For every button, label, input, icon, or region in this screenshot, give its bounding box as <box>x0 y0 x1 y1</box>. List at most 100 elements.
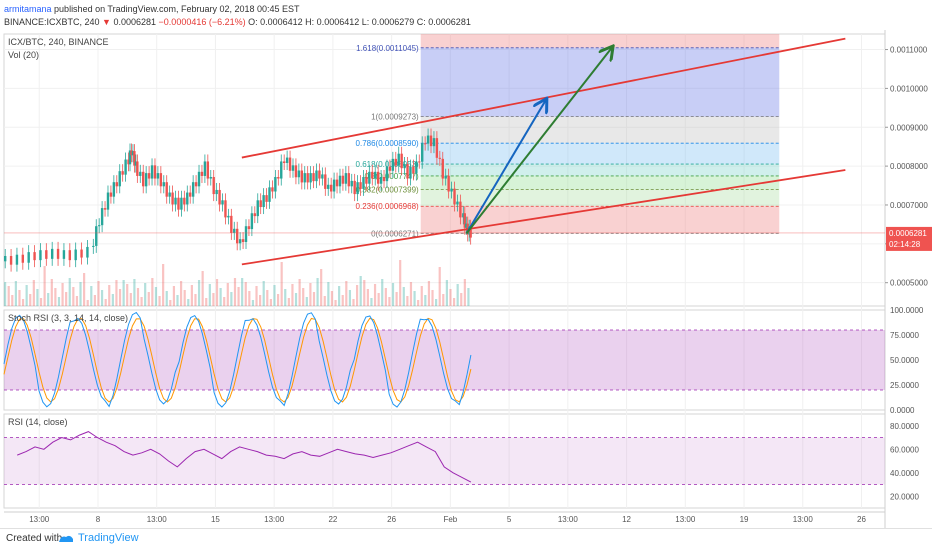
volume-bar <box>456 284 459 306</box>
candle-body <box>128 150 132 165</box>
candle-body <box>118 171 121 187</box>
volume-bar <box>406 296 409 306</box>
candle-body <box>426 135 430 144</box>
volume-bar <box>215 279 219 306</box>
volume-bar <box>32 280 35 306</box>
candle-body <box>356 182 359 195</box>
y-tick-label: 0.0009000 <box>890 123 928 132</box>
x-tick-label: 13:00 <box>675 515 696 524</box>
candle-body <box>291 165 295 171</box>
volume-bar <box>287 298 290 306</box>
change-value: −0.0000416 (−6.21%) <box>158 17 246 27</box>
volume-bar <box>413 291 416 306</box>
main-legend-volume: Vol (20) <box>8 50 39 60</box>
y-tick-label: 0.0005000 <box>890 279 928 288</box>
volume-bar <box>334 300 337 306</box>
volume-bar <box>452 298 456 306</box>
stoch-title: Stoch RSI (3, 3, 14, 14, close) <box>8 313 128 323</box>
candle-body <box>131 151 135 156</box>
rsi-line <box>17 431 472 483</box>
volume-bar <box>323 296 326 306</box>
candle-body <box>288 157 292 171</box>
candle-body <box>191 182 195 197</box>
candle-body <box>262 195 265 208</box>
x-tick-label: 22 <box>328 515 337 524</box>
candle-body <box>459 201 462 218</box>
volume-bar <box>442 294 445 306</box>
candle-body <box>238 239 242 244</box>
down-triangle-icon: ▼ <box>102 17 111 27</box>
volume-bar <box>50 279 53 306</box>
volume-bar <box>381 279 384 306</box>
y-tick-label: 0.0008000 <box>890 162 928 171</box>
candle-body <box>432 138 436 147</box>
author-link[interactable]: armitamana <box>4 4 52 14</box>
fib-level-label: 0.236(0.0006968) <box>356 202 420 211</box>
y-tick-label: 0.0007000 <box>890 201 928 210</box>
x-tick-label: 26 <box>857 515 866 524</box>
candle-body <box>350 180 353 187</box>
candle-body <box>27 252 30 263</box>
volume-bar <box>129 293 132 306</box>
volume-bar <box>104 299 107 306</box>
candle-body <box>233 228 236 233</box>
candle-body <box>203 161 207 176</box>
volume-bar <box>363 280 366 306</box>
volume-bar <box>108 285 111 306</box>
main-legend-symbol: ICX/BTC, 240, BINANCE <box>8 37 109 47</box>
volume-bar <box>366 289 369 306</box>
volume-bar <box>399 260 402 306</box>
volume-bar <box>316 278 319 306</box>
candle-body <box>121 171 124 175</box>
candle-body <box>347 173 350 187</box>
candle-body <box>379 176 383 184</box>
candle-body <box>359 182 362 189</box>
tradingview-brand[interactable]: TradingView <box>58 532 139 544</box>
chart-header: armitamana published on TradingView.com,… <box>0 0 932 30</box>
candle-body <box>421 143 424 162</box>
candle-body <box>353 180 356 195</box>
volume-bar <box>169 300 172 306</box>
chart-area[interactable]: 13:00 8 13:00 15 13:00 22 26 Feb 5 13:00 12 13:00 19… <box>0 30 932 528</box>
published-text: published on TradingView.com, February 0… <box>54 4 300 14</box>
volume-bar <box>21 299 25 306</box>
candle-body <box>221 200 224 205</box>
candle-body <box>315 170 318 182</box>
candle-body <box>335 179 339 187</box>
candle-body <box>391 158 395 171</box>
volume-bar <box>255 286 258 306</box>
volume-bar <box>359 276 362 306</box>
volume-bar <box>133 279 136 306</box>
volume-bar <box>36 289 39 306</box>
volume-bar <box>330 291 334 306</box>
volume-bar <box>61 283 64 306</box>
candle-body <box>271 187 274 192</box>
volume-bar <box>136 288 140 306</box>
volume-bar <box>158 296 161 306</box>
price-badge-value: 0.0006281 <box>889 229 927 238</box>
volume-bar <box>445 280 448 306</box>
candle-body <box>438 157 442 159</box>
candle-body <box>429 135 433 147</box>
volume-bar <box>90 286 93 306</box>
candle-body <box>294 165 298 178</box>
candle-body <box>253 213 257 217</box>
volume-bar <box>420 286 423 306</box>
volume-bar <box>176 295 179 306</box>
candle-body <box>403 164 406 169</box>
candle-body <box>159 173 163 187</box>
volume-bar <box>147 292 150 306</box>
fib-level-label: 1.618(0.0011045) <box>356 44 419 53</box>
volume-bar <box>251 300 255 306</box>
volume-bar <box>68 278 71 306</box>
candle-body <box>338 175 342 187</box>
candle-body <box>388 166 392 171</box>
x-tick-label: 5 <box>507 515 512 524</box>
volume-bar <box>100 290 104 306</box>
volume-bar <box>269 299 272 306</box>
volume-bar <box>93 295 96 306</box>
volume-bar <box>208 284 211 306</box>
footer: Created with TradingView <box>0 528 932 551</box>
candle-body <box>285 157 289 164</box>
candle-body <box>297 170 301 178</box>
